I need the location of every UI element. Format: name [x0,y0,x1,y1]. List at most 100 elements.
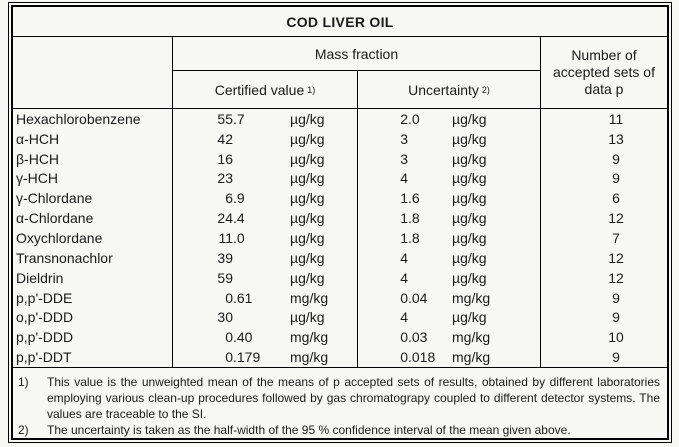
certified-value-unit: µg/kg [290,190,325,207]
uncertainty-cell: 3 µg/kg [358,128,541,149]
certified-value-cell: 59 µg/kg [173,267,358,288]
uncertainty-unit: µg/kg [452,190,487,207]
table-row: o,p'-DDD 30 µg/kg 4 µg/kg 9 [13,307,667,328]
uncertainty-int: 1 [400,229,408,246]
table-row: p,p'-DDD 0.40 mg/kg 0.03 mg/kg 10 [13,327,667,348]
certified-value-cell: 16 µg/kg [173,148,358,169]
uncertainty-cell: 4 µg/kg [358,307,541,328]
mass-fraction-header: Mass fraction [173,37,541,71]
uncertainty-frac: .03 [408,329,428,346]
certified-value-unit: µg/kg [290,110,325,127]
substance-name: Dieldrin [13,267,173,288]
accepted-sets-count: 10 [608,329,624,346]
uncertainty-unit: µg/kg [452,210,487,227]
uncertainty-cell: 1.6 µg/kg [358,188,541,209]
certified-value-int: 23 [217,170,233,187]
certified-value-unit: µg/kg [290,150,325,167]
uncertainty-int: 2 [400,110,408,127]
substance-name: γ-Chlordane [13,188,173,209]
substance-name: β-HCH [13,148,173,169]
uncertainty-unit: µg/kg [452,269,487,286]
uncertainty-int: 1 [400,210,408,227]
uncertainty-frac: .04 [408,289,428,306]
footnote-marker: 1) [18,375,29,389]
certified-value-int: 11 [218,229,233,246]
certified-value-int: 0 [225,329,233,346]
table-body: Hexachlorobenzene 55.7 µg/kg 2.0 µg/kg 11 α-HC… [13,109,667,368]
table-inner-border: COD LIVER OIL Mass fraction Certified va… [11,5,669,440]
certified-value-label: Certified value [214,81,305,98]
uncertainty-int: 4 [400,269,408,286]
certified-value-int: 30 [217,309,233,326]
table-header: Mass fraction Certified value 1) Uncertai… [13,37,667,109]
footnote-marker: 2) [18,423,29,437]
certified-value-frac: .179 [233,349,261,366]
table-row: Oxychlordane 11.0 µg/kg 1.8 µg/kg 7 [13,228,667,248]
uncertainty-unit: µg/kg [452,309,487,326]
accepted-sets-count: 12 [608,210,624,227]
uncertainty-int: 3 [400,150,408,167]
certified-value-frac: .7 [233,110,245,127]
uncertainty-unit: mg/kg [452,329,491,346]
certified-value-frac: .40 [233,329,253,346]
certified-value-int: 0 [225,289,233,306]
certified-value-int: 0 [225,349,233,366]
certified-value-cell: 39 µg/kg [173,247,358,268]
certified-value-header: Certified value 1) [173,71,358,108]
accepted-sets-count: 9 [612,309,620,326]
certified-value-unit: mg/kg [290,289,329,306]
certified-value-frac: .4 [233,210,245,227]
certified-value-cell: 0.40 mg/kg [173,327,358,348]
certified-value-cell: 42 µg/kg [173,128,358,149]
certified-value-cell: 23 µg/kg [173,168,358,189]
certified-value-int: 59 [217,269,233,286]
uncertainty-int: 4 [400,249,408,266]
footnote: 1) This value is the unweighted mean of t… [18,374,660,422]
uncertainty-int: 0 [400,329,408,346]
certified-value-int: 39 [217,249,233,266]
table-row: Transnonachlor 39 µg/kg 4 µg/kg 12 [13,247,667,268]
certified-value-frac: .0 [233,229,245,246]
certified-value-unit: µg/kg [290,309,325,326]
table-title: COD LIVER OIL [13,7,667,37]
accepted-sets-header-line: Number of [571,47,637,63]
certified-value-cell: 0.61 mg/kg [173,287,358,308]
certified-value-cell: 11.0 µg/kg [173,228,358,248]
uncertainty-cell: 2.0 µg/kg [358,109,541,129]
table-row: Dieldrin 59 µg/kg 4 µg/kg 12 [13,267,667,288]
accepted-sets-count: 13 [608,130,624,147]
uncertainty-unit: µg/kg [452,249,487,266]
uncertainty-unit: µg/kg [452,130,487,147]
uncertainty-cell: 0.018 mg/kg [358,347,541,367]
uncertainty-int: 4 [400,170,408,187]
uncertainty-frac: .8 [408,210,420,227]
certified-value-int: 16 [217,150,233,167]
certified-value-cell: 6.9 µg/kg [173,188,358,209]
uncertainty-cell: 0.03 mg/kg [358,327,541,348]
table-row: α-Chlordane 24.4 µg/kg 1.8 µg/kg 12 [13,208,667,229]
certified-value-unit: µg/kg [290,210,325,227]
certified-value-unit: µg/kg [290,130,325,147]
accepted-sets-count: 12 [608,269,624,286]
certified-value-frac: .61 [233,289,253,306]
table-row: p,p'-DDT 0.179 mg/kg 0.018 mg/kg 9 [13,347,667,367]
mass-fraction-label: Mass fraction [314,45,399,62]
uncertainty-frac: .8 [408,229,420,246]
substance-name: p,p'-DDT [13,347,173,367]
uncertainty-unit: µg/kg [452,150,487,167]
table-row: Hexachlorobenzene 55.7 µg/kg 2.0 µg/kg 11 [13,109,667,129]
certified-value-int: 6 [225,190,233,207]
table-row: β-HCH 16 µg/kg 3 µg/kg 9 [13,148,667,169]
accepted-sets-count: 9 [612,289,620,306]
certified-value-int: 42 [217,130,233,147]
accepted-sets-count: 6 [612,190,620,207]
footnote-text: This value is the unweighted mean of the… [47,375,660,421]
substance-column-header [13,37,173,108]
accepted-sets-header-line: accepted sets of [553,64,655,80]
substance-name: o,p'-DDD [13,307,173,328]
certified-value-unit: µg/kg [290,249,325,266]
certified-value-cell: 55.7 µg/kg [173,109,358,129]
uncertainty-int: 3 [400,130,408,147]
substance-name: p,p'-DDE [13,287,173,308]
substance-name: Oxychlordane [13,228,173,248]
